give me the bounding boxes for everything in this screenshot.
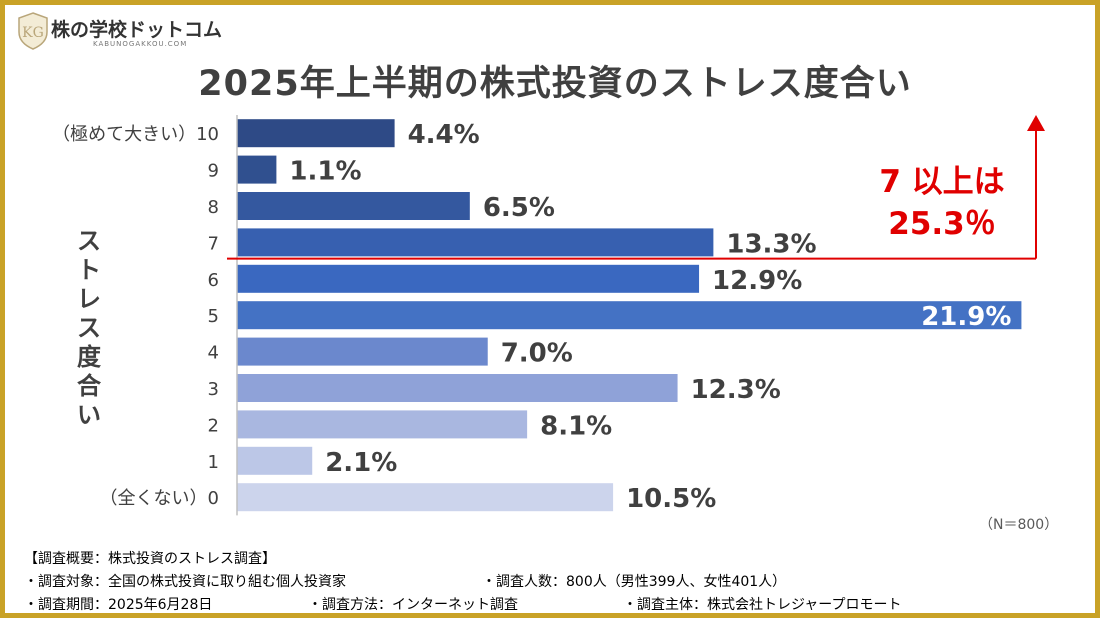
bar-4 xyxy=(237,264,700,293)
data-label: 21.9% xyxy=(921,302,1011,332)
chart-title: 2025年上半期の株式投資のストレス度合い xyxy=(198,64,912,104)
footer-heading: 【調査概要：株式投資のストレス調査】 xyxy=(24,551,276,567)
footer-method: ・調査方法：インターネット調査 xyxy=(308,597,518,613)
data-label: 13.3% xyxy=(726,229,816,259)
data-label: 1.1% xyxy=(289,157,361,187)
y-tick-label: 4 xyxy=(208,343,219,364)
brand-url: KABUNOGAKKOU.COM xyxy=(93,40,188,48)
data-label: 8.1% xyxy=(540,411,612,441)
bar-chart: （極めて大きい）10 4.4% 9 1.1% 8 6.5% 7 13.3% 6 12.9% 5 21.… xyxy=(52,115,1045,516)
data-label: 6.5% xyxy=(483,193,555,223)
bar-2 xyxy=(237,192,470,220)
bar-0 xyxy=(237,119,395,148)
y-tick-label: （全くない）0 xyxy=(100,488,219,509)
data-label: 12.3% xyxy=(691,375,781,405)
bar-3 xyxy=(237,228,714,257)
brand-logo-icon: KG xyxy=(18,12,48,50)
data-label: 4.4% xyxy=(408,120,480,150)
data-label: 10.5% xyxy=(626,484,716,514)
y-tick-label: 8 xyxy=(208,197,219,218)
callout-line1: 7 以上は xyxy=(879,164,1005,200)
bar-1 xyxy=(237,155,277,184)
footer-period: ・調査期間：2025年6月28日 xyxy=(24,597,213,613)
footer-count: ・調査人数：800人（男性399人、女性401人） xyxy=(482,574,787,590)
y-tick-label: （極めて大きい）10 xyxy=(52,124,219,145)
bar-5 xyxy=(237,301,1022,330)
y-tick-label: 1 xyxy=(208,452,219,473)
callout-annotation: 7 以上は 25.3％ xyxy=(857,161,1027,245)
y-tick-label: 6 xyxy=(208,270,219,291)
arrow-up-icon xyxy=(1027,115,1045,131)
sample-size-note: （N＝800） xyxy=(979,517,1059,533)
y-tick-label: 5 xyxy=(208,306,219,327)
footer-target: ・調査対象：全国の株式投資に取り組む個人投資家 xyxy=(24,574,346,590)
brand-name: 株の学校ドットコム xyxy=(51,19,223,41)
brand-logo-mark: KG xyxy=(22,25,44,41)
data-label: 12.9% xyxy=(712,266,802,296)
data-label: 2.1% xyxy=(325,448,397,478)
bar-6 xyxy=(237,337,488,366)
bar-9 xyxy=(237,446,313,475)
y-tick-label: 3 xyxy=(208,379,219,400)
data-label: 7.0% xyxy=(501,339,573,369)
bar-7 xyxy=(237,374,678,402)
y-tick-label: 2 xyxy=(208,415,219,436)
bar-10 xyxy=(237,483,614,512)
callout-line2: 25.3％ xyxy=(888,206,996,242)
bar-8 xyxy=(237,410,528,439)
y-tick-label: 9 xyxy=(208,161,219,182)
footer-sponsor: ・調査主体：株式会社トレジャープロモート xyxy=(623,597,902,613)
y-axis-label: ストレス度合い xyxy=(77,227,101,429)
y-tick-label: 7 xyxy=(208,233,219,254)
